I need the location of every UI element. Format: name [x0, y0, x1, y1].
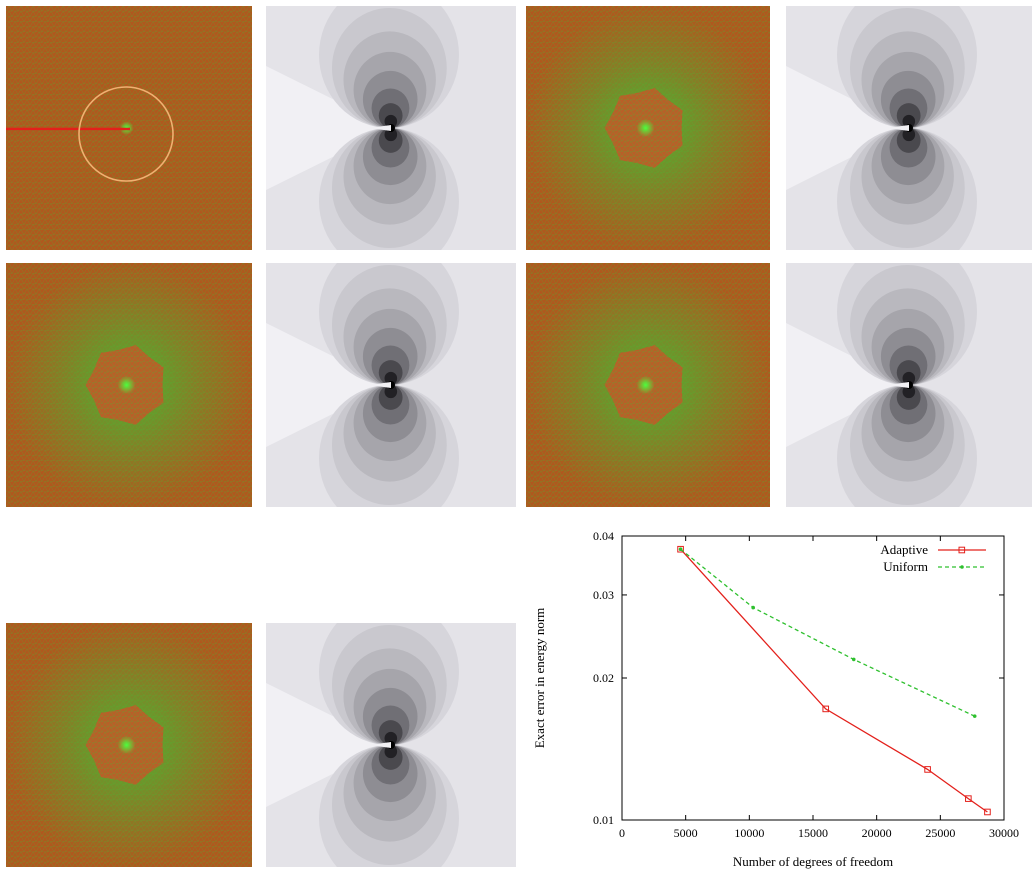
x-tick-label: 5000	[674, 826, 698, 840]
series-line-uniform	[680, 548, 975, 717]
field-step-4	[786, 263, 1032, 507]
field-step-1	[266, 6, 516, 250]
enrichment-circle	[78, 86, 174, 182]
x-tick-label: 10000	[734, 826, 764, 840]
crack-tip-gap	[369, 742, 391, 748]
y-tick-label: 0.03	[593, 588, 614, 602]
point-adaptive	[965, 795, 972, 802]
mesh-step-5	[6, 623, 252, 867]
crack-tip-hotspot	[117, 736, 136, 754]
x-tick-label: 25000	[925, 826, 955, 840]
y-tick-label: 0.04	[593, 529, 614, 543]
mesh-step-3	[6, 263, 252, 507]
field-step-5	[266, 623, 516, 867]
x-tick-label: 15000	[798, 826, 828, 840]
crack-tip-gap	[887, 125, 909, 131]
y-axis-label: Exact error in energy norm	[532, 608, 547, 749]
crack-wedge	[266, 66, 391, 190]
plot-frame	[621, 535, 1005, 821]
legend-label-adaptive: Adaptive	[880, 542, 928, 557]
legend-marker-uniform	[960, 565, 964, 569]
mesh-step-4	[526, 263, 770, 507]
crack-tip-gap	[369, 125, 391, 131]
point-adaptive	[984, 808, 991, 816]
crack-wedge	[266, 683, 391, 807]
contour-lobe	[902, 371, 916, 399]
crack-tip-gap	[369, 382, 391, 388]
y-tick-label: 0.01	[593, 813, 614, 827]
convergence-chart: 0 5000 10000 15000 20000 25000 30000 0.01 0.02 0…	[532, 529, 1019, 869]
crack-wedge	[786, 66, 909, 190]
crack-wedge	[266, 323, 391, 447]
point-uniform	[972, 714, 977, 718]
legend-label-uniform: Uniform	[883, 559, 928, 574]
crack-tip-gap	[887, 382, 909, 388]
crack-wedge	[786, 323, 909, 447]
point-uniform	[678, 547, 683, 552]
point-uniform	[851, 657, 856, 662]
mesh-step-1	[6, 6, 252, 250]
series-line-adaptive	[680, 548, 988, 813]
x-axis-label: Number of degrees of freedom	[733, 854, 893, 869]
crack-tip-hotspot	[636, 119, 655, 137]
x-tick-label: 30000	[989, 826, 1019, 840]
crack-tip-hotspot	[636, 376, 655, 394]
contour-lobe	[384, 371, 398, 399]
point-adaptive	[677, 545, 684, 553]
field-step-3	[266, 263, 516, 507]
point-uniform	[751, 605, 755, 610]
point-adaptive	[822, 705, 830, 713]
mesh-step-2	[526, 6, 770, 250]
field-step-2	[786, 6, 1032, 250]
contour-lobe	[902, 114, 916, 142]
legend-marker-adaptive	[958, 546, 966, 554]
contour-lobe	[384, 114, 398, 142]
x-tick-label: 0	[619, 826, 625, 840]
point-adaptive	[924, 766, 931, 773]
crack-tip-hotspot	[117, 376, 136, 394]
x-tick-label: 20000	[862, 826, 892, 840]
y-tick-label: 0.02	[593, 671, 614, 685]
contour-lobe	[384, 731, 398, 759]
